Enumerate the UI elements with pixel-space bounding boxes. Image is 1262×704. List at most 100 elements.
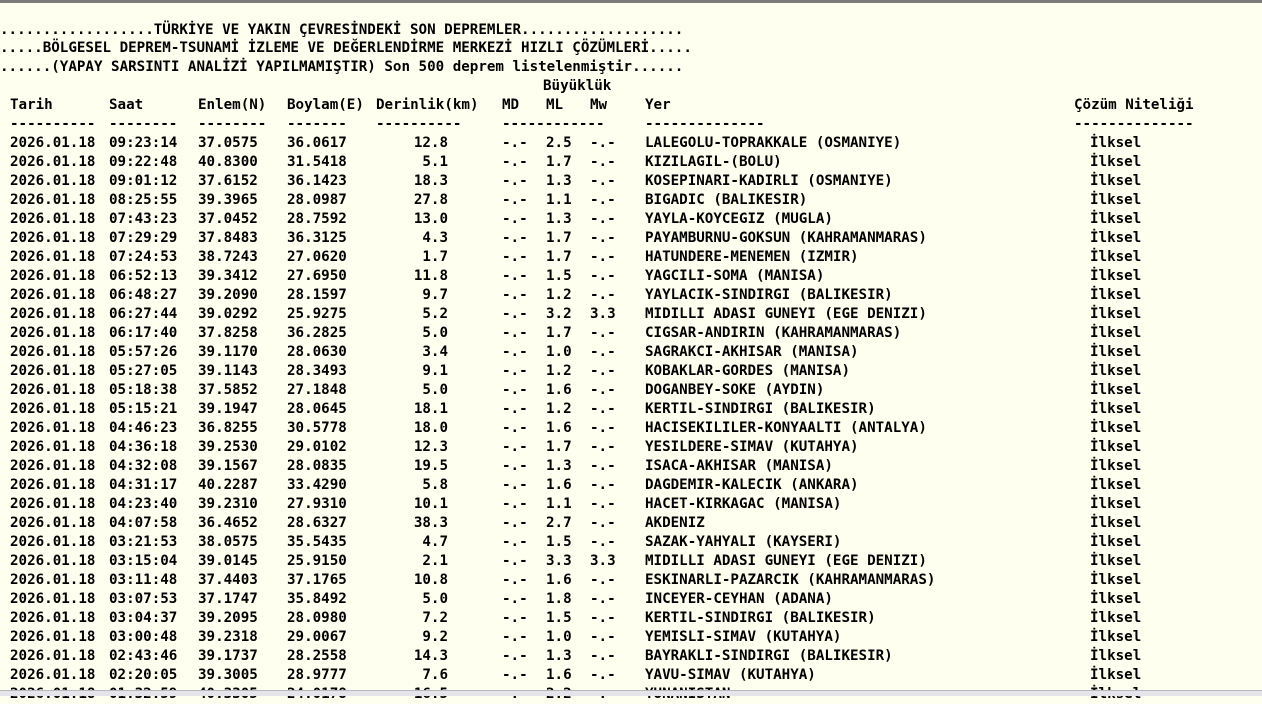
magnitude-group-header: Büyüklük [543, 78, 612, 94]
cell-depth: 5.1 [422, 154, 448, 170]
cell-depth: 14.3 [413, 648, 448, 664]
cell-depth: 5.2 [422, 306, 448, 322]
cell-location: KOBAKLAR-GORDES (MANISA) [645, 363, 850, 379]
cell-date: 2026.01.18 [10, 173, 96, 189]
cell-longitude: 28.0980 [287, 610, 347, 626]
cell-ml: 1.8 [546, 591, 572, 607]
header-quality: Çözüm Niteliği [1074, 97, 1194, 113]
cell-ml: 1.6 [546, 667, 572, 683]
cell-quality: İlksel [1090, 249, 1142, 265]
header-lat: Enlem(N) [198, 97, 267, 113]
cell-latitude: 37.5852 [198, 382, 258, 398]
cell-quality: İlksel [1090, 363, 1142, 379]
cell-longitude: 29.0102 [287, 439, 347, 455]
cell-latitude: 40.8300 [198, 154, 258, 170]
cell-depth: 10.8 [413, 572, 448, 588]
cell-longitude: 28.0630 [287, 344, 347, 360]
header-separator-row: ---------- -------- -------- ------- ---… [0, 115, 1262, 134]
earthquake-row: 2026.01.18 06:48:27 39.2090 28.1597 9.7 -.- 1.… [0, 286, 1262, 305]
cell-md: -.- [502, 534, 528, 550]
cell-mw: -.- [590, 477, 616, 493]
cell-longitude: 28.0835 [287, 458, 347, 474]
cell-location: YAYLACIK-SINDIRGI (BALIKESIR) [645, 287, 893, 303]
cell-ml: 1.6 [546, 420, 572, 436]
cell-date: 2026.01.18 [10, 610, 96, 626]
cell-md: -.- [502, 629, 528, 645]
cell-mw: -.- [590, 648, 616, 664]
cell-date: 2026.01.18 [10, 458, 96, 474]
cell-depth: 18.0 [413, 420, 448, 436]
cell-mw: -.- [590, 401, 616, 417]
cell-date: 2026.01.18 [10, 496, 96, 512]
cell-time: 04:31:17 [109, 477, 178, 493]
cell-quality: İlksel [1090, 439, 1142, 455]
earthquake-row: 2026.01.18 02:20:05 39.3005 28.9777 7.6 -.- 1.… [0, 666, 1262, 685]
cell-depth: 1.7 [422, 249, 448, 265]
cell-mw: -.- [590, 192, 616, 208]
cell-date: 2026.01.18 [10, 629, 96, 645]
cell-md: -.- [502, 477, 528, 493]
cell-location: AKDENIZ [645, 515, 705, 531]
earthquake-row: 2026.01.18 05:18:38 37.5852 27.1848 5.0 -.- 1.… [0, 381, 1262, 400]
cell-quality: İlksel [1090, 477, 1142, 493]
cell-location: YEMISLI-SIMAV (KUTAHYA) [645, 629, 842, 645]
cell-time: 07:43:23 [109, 211, 178, 227]
cell-location: KIZILAGIL-(BOLU) [645, 154, 782, 170]
cell-mw: -.- [590, 249, 616, 265]
column-header-row: Tarih Saat Enlem(N) Boylam(E) Derinlik(k… [0, 96, 1262, 115]
cell-mw: -.- [590, 173, 616, 189]
cell-date: 2026.01.18 [10, 534, 96, 550]
cell-quality: İlksel [1090, 648, 1142, 664]
cell-longitude: 33.4290 [287, 477, 347, 493]
cell-quality: İlksel [1090, 610, 1142, 626]
cell-time: 07:24:53 [109, 249, 178, 265]
cell-ml: 1.2 [546, 363, 572, 379]
cell-md: -.- [502, 572, 528, 588]
cell-location: ESKINARLI-PAZARCIK (KAHRAMANMARAS) [645, 572, 936, 588]
window-top-border [0, 0, 1262, 3]
earthquake-row: 2026.01.18 06:52:13 39.3412 27.6950 11.8 -.- 1… [0, 267, 1262, 286]
cell-ml: 1.7 [546, 249, 572, 265]
cell-depth: 10.1 [413, 496, 448, 512]
cell-mw: -.- [590, 287, 616, 303]
earthquake-row: 2026.01.18 02:43:46 39.1737 28.2558 14.3 -.- 1… [0, 647, 1262, 666]
cell-date: 2026.01.18 [10, 401, 96, 417]
cell-ml: 1.6 [546, 477, 572, 493]
cell-mw: -.- [590, 439, 616, 455]
separator-location: -------------- [645, 116, 765, 132]
cell-mw: -.- [590, 344, 616, 360]
header-md: MD [502, 97, 520, 113]
cell-depth: 19.5 [413, 458, 448, 474]
cell-md: -.- [502, 610, 528, 626]
cell-mw: -.- [590, 135, 616, 151]
cell-location: YESILDERE-SIMAV (KUTAHYA) [645, 439, 859, 455]
cell-quality: İlksel [1090, 192, 1142, 208]
cell-depth: 5.0 [422, 382, 448, 398]
window-bottom-edge [0, 690, 1262, 696]
earthquake-row: 2026.01.18 09:01:12 37.6152 36.1423 18.3 -.- 1… [0, 172, 1262, 191]
cell-md: -.- [502, 591, 528, 607]
cell-md: -.- [502, 401, 528, 417]
cell-md: -.- [502, 173, 528, 189]
cell-time: 02:20:05 [109, 667, 178, 683]
earthquake-row: 2026.01.18 03:00:48 39.2318 29.0067 9.2 -.- 1.… [0, 628, 1262, 647]
cell-mw: -.- [590, 667, 616, 683]
cell-md: -.- [502, 325, 528, 341]
separator-time: -------- [109, 116, 178, 132]
cell-latitude: 39.3965 [198, 192, 258, 208]
cell-time: 05:27:05 [109, 363, 178, 379]
cell-mw: -.- [590, 382, 616, 398]
cell-mw: -.- [590, 420, 616, 436]
cell-date: 2026.01.18 [10, 420, 96, 436]
cell-quality: İlksel [1090, 268, 1142, 284]
cell-latitude: 39.0292 [198, 306, 258, 322]
cell-location: PAYAMBURNU-GOKSUN (KAHRAMANMARAS) [645, 230, 927, 246]
cell-longitude: 35.5435 [287, 534, 347, 550]
cell-latitude: 39.2095 [198, 610, 258, 626]
cell-quality: İlksel [1090, 401, 1142, 417]
cell-longitude: 36.0617 [287, 135, 347, 151]
cell-quality: İlksel [1090, 325, 1142, 341]
cell-date: 2026.01.18 [10, 135, 96, 151]
cell-longitude: 27.9310 [287, 496, 347, 512]
cell-md: -.- [502, 515, 528, 531]
